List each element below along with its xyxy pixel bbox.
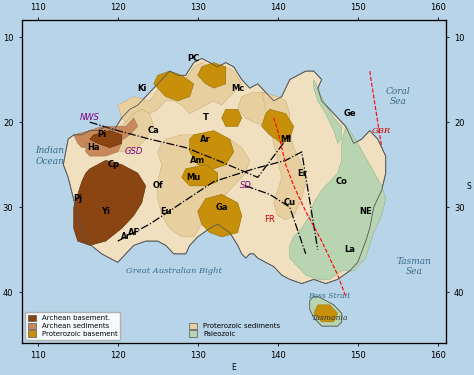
Text: Bass Strait: Bass Strait <box>309 292 351 300</box>
Polygon shape <box>262 92 306 220</box>
Text: Cp: Cp <box>108 160 120 169</box>
Polygon shape <box>154 71 194 101</box>
Polygon shape <box>190 130 234 169</box>
Text: Er: Er <box>297 169 307 178</box>
Polygon shape <box>198 63 226 88</box>
Text: Ar: Ar <box>201 135 211 144</box>
Text: Of: Of <box>152 182 163 190</box>
Polygon shape <box>74 118 138 148</box>
Text: Ha: Ha <box>88 143 100 152</box>
Legend: Proterozoic sediments, Paleozoic: Proterozoic sediments, Paleozoic <box>186 320 283 340</box>
Polygon shape <box>158 135 250 237</box>
Polygon shape <box>90 130 122 148</box>
Polygon shape <box>314 305 338 322</box>
Text: Am: Am <box>190 156 205 165</box>
Polygon shape <box>64 58 386 284</box>
Polygon shape <box>78 110 154 152</box>
Text: Ki: Ki <box>137 84 146 93</box>
Polygon shape <box>310 296 342 326</box>
Text: GBR: GBR <box>372 127 391 135</box>
Text: Ga: Ga <box>216 202 228 211</box>
Text: Eu: Eu <box>160 207 172 216</box>
Text: MI: MI <box>280 135 292 144</box>
Polygon shape <box>310 296 342 326</box>
Text: La: La <box>344 245 355 254</box>
X-axis label: E: E <box>231 363 236 372</box>
Text: Yi: Yi <box>101 207 110 216</box>
Text: Cu: Cu <box>283 198 296 207</box>
Polygon shape <box>182 165 218 186</box>
Text: NWS: NWS <box>80 113 100 122</box>
Text: Indian
Ocean: Indian Ocean <box>35 146 64 166</box>
Polygon shape <box>314 80 342 143</box>
Polygon shape <box>74 160 146 245</box>
Text: Pj: Pj <box>73 194 82 203</box>
Text: Coral
Sea: Coral Sea <box>385 87 410 106</box>
Polygon shape <box>262 110 294 143</box>
Text: Ca: Ca <box>148 126 160 135</box>
Text: Tasman
Sea: Tasman Sea <box>396 257 431 276</box>
Polygon shape <box>238 92 282 126</box>
Polygon shape <box>118 63 242 122</box>
Polygon shape <box>222 110 242 126</box>
Text: Ar: Ar <box>121 232 130 242</box>
Text: Mu: Mu <box>187 173 201 182</box>
Text: GSD: GSD <box>125 147 143 156</box>
Text: Great Australian Bight: Great Australian Bight <box>126 267 222 275</box>
Polygon shape <box>290 126 386 279</box>
Text: PC: PC <box>188 54 200 63</box>
Text: Tasmania: Tasmania <box>311 314 348 322</box>
Text: SD: SD <box>240 182 252 190</box>
Text: T: T <box>203 113 209 122</box>
Text: Co: Co <box>336 177 347 186</box>
Text: Ge: Ge <box>343 109 356 118</box>
Y-axis label: S: S <box>466 182 471 190</box>
Text: AF: AF <box>128 228 140 237</box>
Polygon shape <box>198 194 242 237</box>
Text: NE: NE <box>359 207 372 216</box>
Polygon shape <box>86 139 122 156</box>
Text: Mc: Mc <box>231 84 245 93</box>
Text: FR: FR <box>264 215 275 224</box>
Text: Pi: Pi <box>97 130 106 140</box>
